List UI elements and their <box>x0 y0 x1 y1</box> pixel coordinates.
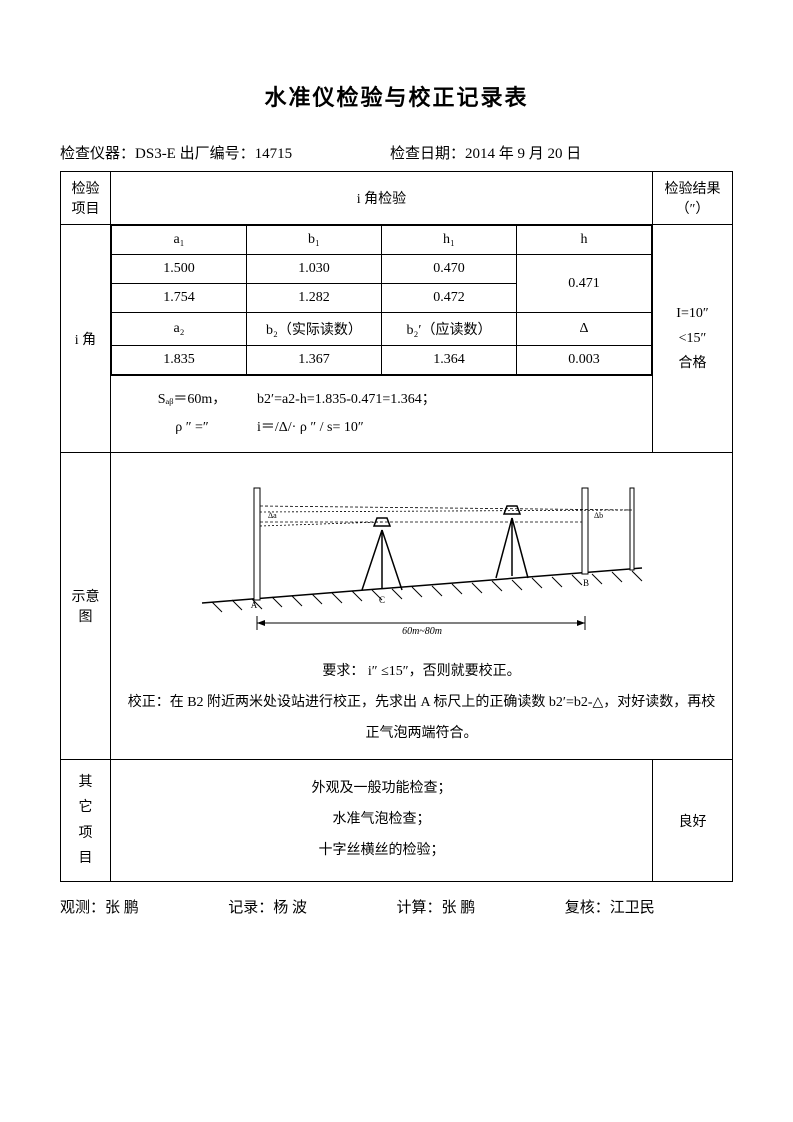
r3-d: 0.003 <box>517 346 652 375</box>
other-line3: 十字丝横丝的检验； <box>127 836 636 867</box>
diagram-req: 要求： i″ ≤15″，否则就要校正。 <box>127 657 716 688</box>
svg-text:B: B <box>582 578 588 588</box>
r3-bp: 1.364 <box>382 346 517 375</box>
r1-a: 1.500 <box>112 255 247 284</box>
page-title: 水准仪检验与校正记录表 <box>60 80 733 112</box>
review-label: 复核： <box>565 900 610 916</box>
i-angle-label: i 角 <box>61 225 111 453</box>
diagram-cell: 60m~80m A C B Δa Δb 要求： i″ ≤15″，否则就要校正。 … <box>111 453 733 760</box>
formula-block: Sₐᵦ＝60m， b2′=a2-h=1.835-0.471=1.364； ρ ″… <box>111 376 653 453</box>
col-b2: b₂（实际读数） <box>247 313 382 346</box>
svg-text:Δb: Δb <box>594 511 603 520</box>
h-avg: 0.471 <box>517 255 652 313</box>
formula-1a: Sₐᵦ＝60m， <box>127 386 257 414</box>
other-cell: 外观及一般功能检查； 水准气泡检查； 十字丝横丝的检验； <box>111 760 653 881</box>
record-label: 记录： <box>228 900 273 916</box>
calc-label: 计算： <box>397 900 442 916</box>
other-result: 良好 <box>653 760 733 881</box>
svg-text:A: A <box>250 600 257 610</box>
meta-row: 检查仪器：DS3-E 出厂编号：14715 检查日期：2014 年 9 月 20… <box>60 142 733 163</box>
col-a2: a₂ <box>112 313 247 346</box>
header-item: 检验 项目 <box>61 172 111 225</box>
r1-h: 0.470 <box>382 255 517 284</box>
r2-b: 1.282 <box>247 284 382 313</box>
record-value: 杨 波 <box>273 900 307 916</box>
main-table: 检验 项目 i 角检验 检验结果 （″） i 角 a₁ b₁ h₁ h 1.50… <box>60 171 733 882</box>
formula-2a: ρ ″ =″ <box>127 414 257 442</box>
signatures-row: 观测：张 鹏 记录：杨 波 计算：张 鹏 复核：江卫民 <box>60 896 733 917</box>
svg-text:C: C <box>378 595 384 605</box>
i-angle-data: a₁ b₁ h₁ h 1.500 1.030 0.470 0.471 1.754… <box>111 225 653 376</box>
i-angle-result: I=10″ <15″ 合格 <box>653 225 733 453</box>
observe-value: 张 鹏 <box>105 900 139 916</box>
diagram-label: 示意图 <box>61 453 111 760</box>
formula-2b: i＝/Δ/· ρ ″ / s= 10″ <box>257 414 364 442</box>
formula-1b: b2′=a2-h=1.835-0.471=1.364； <box>257 386 436 414</box>
date-label: 检查日期： <box>390 146 465 162</box>
instrument-value: DS3-E <box>135 146 176 162</box>
col-delta: Δ <box>517 313 652 346</box>
svg-text:Δa: Δa <box>268 511 277 520</box>
header-result: 检验结果 （″） <box>653 172 733 225</box>
col-b1: b₁ <box>247 226 382 255</box>
r2-a: 1.754 <box>112 284 247 313</box>
col-a1: a₁ <box>112 226 247 255</box>
other-line1: 外观及一般功能检查； <box>127 774 636 805</box>
diagram-range: 60m~80m <box>402 626 442 637</box>
header-i-check: i 角检验 <box>111 172 653 225</box>
r3-a: 1.835 <box>112 346 247 375</box>
other-line2: 水准气泡检查； <box>127 805 636 836</box>
other-label: 其它项目 <box>61 760 111 881</box>
r1-b: 1.030 <box>247 255 382 284</box>
col-h1: h₁ <box>382 226 517 255</box>
serial-value: 14715 <box>255 146 293 162</box>
diagram-fix: 校正：在 B2 附近两米处设站进行校正，先求出 A 标尺上的正确读数 b2′=b… <box>127 688 716 750</box>
col-b2p: b₂′（应读数） <box>382 313 517 346</box>
r3-b: 1.367 <box>247 346 382 375</box>
serial-label: 出厂编号： <box>176 146 255 162</box>
review-value: 江卫民 <box>610 900 655 916</box>
instrument-label: 检查仪器： <box>60 146 135 162</box>
observe-label: 观测： <box>60 900 105 916</box>
level-diagram: 60m~80m A C B Δa Δb <box>127 463 716 643</box>
calc-value: 张 鹏 <box>442 900 476 916</box>
date-value: 2014 年 9 月 20 日 <box>465 146 581 162</box>
r2-h: 0.472 <box>382 284 517 313</box>
col-h: h <box>517 226 652 255</box>
